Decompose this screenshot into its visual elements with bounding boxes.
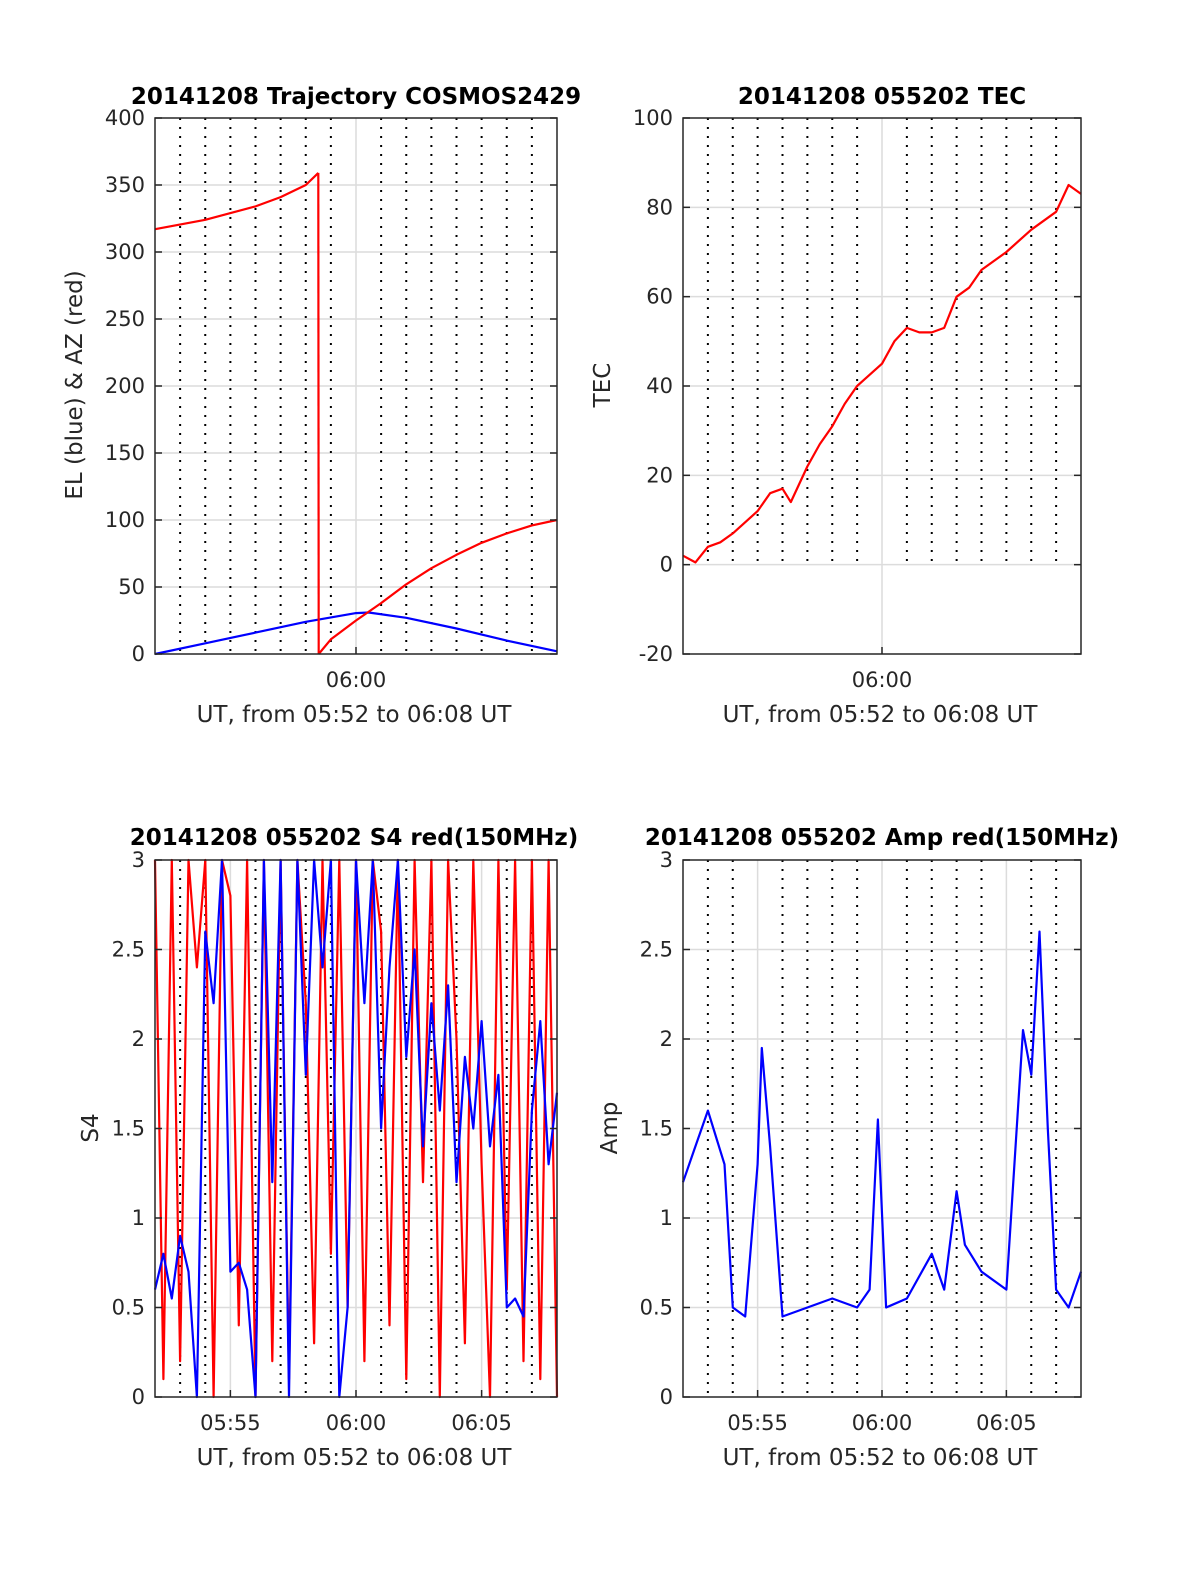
tec-ytick-label: 60 xyxy=(646,285,673,309)
s4-ytick-label: 2 xyxy=(132,1027,145,1051)
amp-xtick-label: 06:05 xyxy=(976,1411,1037,1435)
tec-series-red-line xyxy=(682,183,1082,564)
trajectory-ytick-label: 150 xyxy=(105,441,145,465)
amp-ytick-label: 2 xyxy=(660,1027,673,1051)
s4-axes: 0 0.5 1 1.5 2 2.5 3 05:55 06:00 06:05 xyxy=(112,848,559,1435)
amp-ytick-label: 3 xyxy=(660,848,673,872)
amp-series-blue-line xyxy=(681,930,1083,1318)
trajectory-axes: 0 50 100 150 200 250 300 350 400 06:00 xyxy=(105,106,558,692)
trajectory-ytick-label: 250 xyxy=(105,307,145,331)
tec-ytick-label: 100 xyxy=(633,106,673,130)
amp-xlabel: UT, from 05:52 to 06:08 UT xyxy=(723,1445,1039,1471)
s4-xtick-label: 06:05 xyxy=(451,1411,512,1435)
tec-ytick-label: -20 xyxy=(639,642,673,666)
amp-title: 20141208 055202 Amp red(150MHz) xyxy=(645,825,1119,851)
tec-plot: 20141208 055202 TEC -20 0 20 40 60 80 100 06:00… xyxy=(590,84,1082,728)
tec-ytick-label: 80 xyxy=(646,195,673,219)
amp-axes: 0 0.5 1 1.5 2 2.5 3 05:55 06:00 06:05 xyxy=(640,848,1083,1435)
trajectory-plot: 20141208 Trajectory COSMOS2429 0 50 100 150… xyxy=(62,84,581,728)
trajectory-xtick-label: 06:00 xyxy=(326,668,387,692)
trajectory-ytick-label: 400 xyxy=(105,106,145,130)
s4-xtick-label: 06:00 xyxy=(326,1411,387,1435)
tec-ytick-label: 0 xyxy=(660,553,673,577)
s4-ytick-label: 1.5 xyxy=(112,1117,145,1141)
amp-ytick-label: 0.5 xyxy=(640,1296,673,1320)
trajectory-ytick-label: 50 xyxy=(118,575,145,599)
s4-ytick-label: 2.5 xyxy=(112,938,145,962)
amp-ytick-label: 1 xyxy=(660,1206,673,1230)
trajectory-series-red-line xyxy=(154,172,320,231)
s4-xtick-label: 05:55 xyxy=(200,1411,261,1435)
tec-ytick-label: 40 xyxy=(646,374,673,398)
trajectory-ytick-label: 200 xyxy=(105,374,145,398)
tec-axes: -20 0 20 40 60 80 100 06:00 xyxy=(633,106,1082,692)
trajectory-ytick-label: 350 xyxy=(105,173,145,197)
amp-ylabel: Amp xyxy=(597,1102,623,1155)
trajectory-ytick-label: 100 xyxy=(105,508,145,532)
s4-ytick-label: 3 xyxy=(132,848,145,872)
amp-xtick-label: 05:55 xyxy=(727,1411,788,1435)
trajectory-ylabel: EL (blue) & AZ (red) xyxy=(62,270,88,499)
s4-ytick-label: 0 xyxy=(132,1385,145,1409)
amp-xtick-label: 06:00 xyxy=(852,1411,913,1435)
tec-ylabel: TEC xyxy=(590,363,616,409)
trajectory-ytick-label: 300 xyxy=(105,240,145,264)
s4-ylabel: S4 xyxy=(78,1113,104,1142)
trajectory-ytick-label: 0 xyxy=(132,642,145,666)
tec-title: 20141208 055202 TEC xyxy=(738,84,1026,110)
s4-ytick-label: 1 xyxy=(132,1206,145,1230)
s4-title: 20141208 055202 S4 red(150MHz) xyxy=(130,825,579,851)
amp-ytick-label: 1.5 xyxy=(640,1117,673,1141)
s4-xlabel: UT, from 05:52 to 06:08 UT xyxy=(197,1445,513,1471)
trajectory-title: 20141208 Trajectory COSMOS2429 xyxy=(131,84,581,110)
trajectory-xlabel: UT, from 05:52 to 06:08 UT xyxy=(197,702,513,728)
amp-ytick-label: 0 xyxy=(660,1385,673,1409)
amp-ytick-label: 2.5 xyxy=(640,938,673,962)
trajectory-series-red-line xyxy=(317,518,558,655)
s4-plot: 20141208 055202 S4 red(150MHz) 0 0.5 1 1.5 2… xyxy=(78,825,578,1471)
trajectory-series-blue-line xyxy=(154,611,558,656)
s4-ytick-label: 0.5 xyxy=(112,1296,145,1320)
amp-plot: 20141208 055202 Amp red(150MHz) 0 0.5 1 1.5… xyxy=(597,825,1119,1471)
tec-xlabel: UT, from 05:52 to 06:08 UT xyxy=(723,702,1039,728)
tec-xtick-label: 06:00 xyxy=(852,668,913,692)
tec-ytick-label: 20 xyxy=(646,463,673,487)
